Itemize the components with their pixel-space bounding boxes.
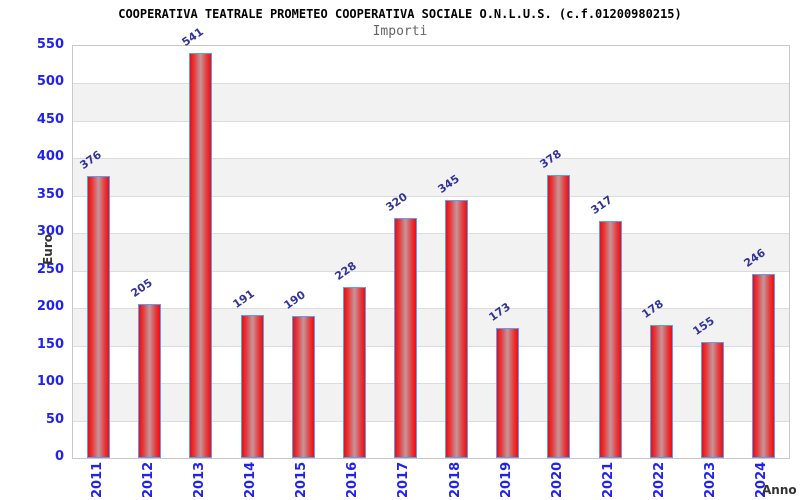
- x-tick-label: 2017: [396, 461, 412, 498]
- gridline: [73, 420, 789, 422]
- y-tick-label: 150: [36, 336, 64, 352]
- x-tick-label: 2012: [140, 461, 156, 498]
- plot-band: [73, 83, 789, 121]
- y-tick-label: 550: [36, 37, 64, 52]
- bar-2021: [598, 220, 622, 458]
- bar-2017: [393, 218, 417, 458]
- gridline: [73, 158, 789, 160]
- bar-2016: [342, 287, 366, 458]
- y-tick-label: 350: [36, 186, 64, 202]
- bar-2020: [547, 174, 571, 458]
- y-tick-label: 50: [45, 411, 64, 427]
- bar-2018: [445, 199, 469, 458]
- plot-band: [73, 233, 789, 271]
- gridline: [73, 83, 789, 85]
- gridline: [73, 383, 789, 385]
- x-tick-label: 2015: [294, 461, 310, 498]
- x-tick-label: 2011: [89, 461, 105, 498]
- bar-2014: [240, 314, 264, 458]
- y-tick-label: 200: [36, 299, 64, 315]
- bar-2019: [496, 328, 520, 458]
- gridline: [73, 308, 789, 310]
- bar-2023: [700, 341, 724, 458]
- y-tick-label: 250: [36, 261, 64, 277]
- bar-2013: [189, 52, 213, 458]
- x-tick-label: 2020: [549, 461, 565, 498]
- plot-band: [73, 383, 789, 421]
- y-tick-label: 500: [36, 74, 64, 90]
- x-tick-label: 2019: [498, 461, 514, 498]
- y-tick-label: 100: [36, 374, 64, 390]
- x-tick-label: 2018: [447, 461, 463, 498]
- x-tick-label: 2013: [191, 461, 207, 498]
- chart-subtitle: Importi: [372, 24, 428, 39]
- gridline: [73, 195, 789, 197]
- plot-band: [73, 158, 789, 196]
- chart-title: COOPERATIVA TEATRALE PROMETEO COOPERATIV…: [118, 7, 682, 21]
- x-tick-label: 2022: [652, 461, 668, 498]
- y-tick-label: 0: [54, 449, 64, 464]
- x-tick-label: 2021: [601, 461, 616, 498]
- x-tick-label: 2016: [345, 461, 361, 498]
- bar-2022: [649, 324, 673, 458]
- plot-area: [72, 45, 790, 459]
- y-axis-title: Euro: [41, 234, 55, 265]
- x-axis-title: Anno: [762, 483, 797, 497]
- bar-2011: [87, 176, 111, 458]
- gridline: [73, 345, 789, 347]
- bar-2012: [138, 304, 162, 458]
- x-tick-label: 2014: [243, 461, 258, 498]
- gridline: [73, 120, 789, 122]
- bar-2015: [291, 315, 315, 458]
- gridline: [73, 233, 789, 235]
- gridline: [73, 270, 789, 272]
- y-tick-label: 450: [36, 111, 64, 127]
- plot-band: [73, 308, 789, 346]
- bar-2024: [751, 273, 775, 458]
- y-tick-label: 400: [36, 149, 64, 165]
- y-tick-label: 300: [36, 224, 64, 240]
- x-tick-label: 2023: [703, 461, 719, 498]
